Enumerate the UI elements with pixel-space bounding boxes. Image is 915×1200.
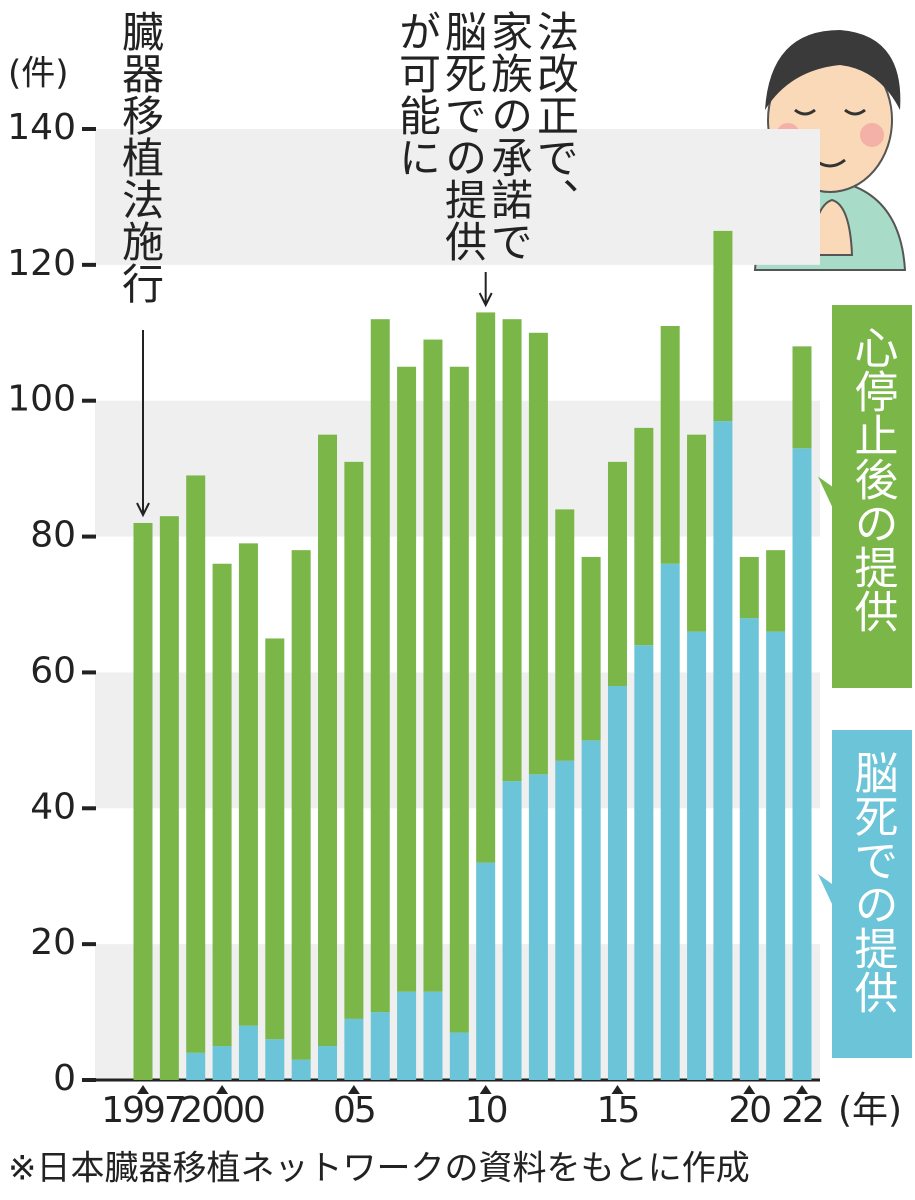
y-tick-label: 20 xyxy=(30,922,76,963)
annotation: 脳死での提供 xyxy=(439,10,488,262)
x-tick-label: 22 xyxy=(781,1090,823,1131)
x-unit: (年) xyxy=(838,1090,902,1131)
bar-segment xyxy=(318,1046,338,1080)
bar-segment xyxy=(660,563,680,1080)
bar-segment xyxy=(265,1039,285,1080)
bar-segment xyxy=(423,991,443,1080)
bar-segment xyxy=(687,434,707,632)
y-tick-label: 140 xyxy=(7,107,76,148)
bar-segment xyxy=(607,686,627,1080)
legend-pointer xyxy=(818,476,832,507)
x-tick-label: 10 xyxy=(465,1090,507,1131)
y-tick-label: 40 xyxy=(30,786,76,827)
x-tick xyxy=(347,1085,360,1094)
bar-segment xyxy=(265,638,285,1040)
bar-segment xyxy=(291,550,311,1060)
x-tick xyxy=(611,1085,624,1094)
x-tick xyxy=(137,1085,149,1094)
bar-segment xyxy=(502,319,522,782)
bar-segment xyxy=(212,1046,232,1080)
y-tick-label: 0 xyxy=(53,1058,76,1099)
bar-segment xyxy=(449,1032,469,1080)
x-tick-label: 20 xyxy=(728,1090,770,1131)
legend-box xyxy=(832,730,912,1058)
bar-segment xyxy=(660,325,680,564)
y-tick-label: 80 xyxy=(30,515,76,556)
bar-segment xyxy=(739,556,759,619)
bar-segment xyxy=(581,556,601,741)
bar-segment xyxy=(397,991,417,1080)
bar-segment xyxy=(133,522,153,1080)
bar-segment xyxy=(634,427,654,646)
y-unit: (件) xyxy=(8,54,69,94)
bar-segment xyxy=(291,1059,311,1080)
arrow-head xyxy=(136,502,150,518)
bar-segment xyxy=(766,550,786,632)
bar-segment xyxy=(766,631,786,1080)
x-tick xyxy=(479,1085,492,1094)
annotation: 臓器移植法施行 xyxy=(116,10,165,304)
grid-band xyxy=(95,129,820,265)
bar-segment xyxy=(318,434,338,1047)
bar-segment xyxy=(370,319,390,1013)
bar-segment xyxy=(238,543,258,1026)
x-tick xyxy=(743,1085,756,1094)
y-tick-label: 100 xyxy=(7,379,76,420)
bar-segment xyxy=(212,563,232,1047)
legend-box xyxy=(832,305,912,688)
x-tick-label: 15 xyxy=(597,1090,639,1131)
x-tick-label: 05 xyxy=(333,1090,375,1131)
bar-segment xyxy=(449,366,469,1033)
bar-segment xyxy=(528,774,548,1080)
bar-segment xyxy=(528,332,548,775)
bar-segment xyxy=(476,862,496,1080)
bar-segment xyxy=(476,312,496,863)
bar-segment xyxy=(713,230,733,422)
legend-pointer xyxy=(818,874,832,904)
bar-segment xyxy=(344,461,364,1019)
legend-label: 心停止後の提供 xyxy=(847,325,899,633)
x-tick xyxy=(216,1085,229,1094)
bar-segment xyxy=(397,366,417,992)
bar-segment xyxy=(423,339,443,992)
y-tick-label: 60 xyxy=(30,650,76,691)
bar-segment xyxy=(370,1012,390,1080)
annotation: が可能に xyxy=(393,10,442,178)
arrow-head xyxy=(478,292,493,308)
bar-segment xyxy=(713,421,733,1080)
annotation: 家族の承諾で xyxy=(485,10,534,262)
bar-segment xyxy=(159,516,179,1080)
bar-segment xyxy=(186,475,206,1053)
bar-segment xyxy=(581,740,601,1080)
bar-segment xyxy=(502,781,522,1080)
bar-segment xyxy=(792,346,812,449)
bar-segment xyxy=(555,760,575,1080)
bar-segment xyxy=(792,448,812,1080)
x-tick-label: 2000 xyxy=(180,1090,264,1131)
legend-label: 脳死での提供 xyxy=(847,750,899,1014)
source-note: ※日本臓器移植ネットワークの資料をもとに作成 xyxy=(8,1149,750,1189)
y-tick-label: 120 xyxy=(7,243,76,284)
x-tick-label: 1997 xyxy=(101,1090,185,1131)
bar-segment xyxy=(687,631,707,1080)
bar-segment xyxy=(344,1018,364,1080)
bar-segment xyxy=(739,618,759,1080)
x-tick xyxy=(796,1085,808,1094)
bar-segment xyxy=(186,1052,206,1080)
annotation: 法改正で、 xyxy=(531,10,580,220)
bar-segment xyxy=(634,645,654,1080)
bar-segment xyxy=(607,461,627,687)
bar-segment xyxy=(555,509,575,761)
bar-segment xyxy=(238,1025,258,1080)
